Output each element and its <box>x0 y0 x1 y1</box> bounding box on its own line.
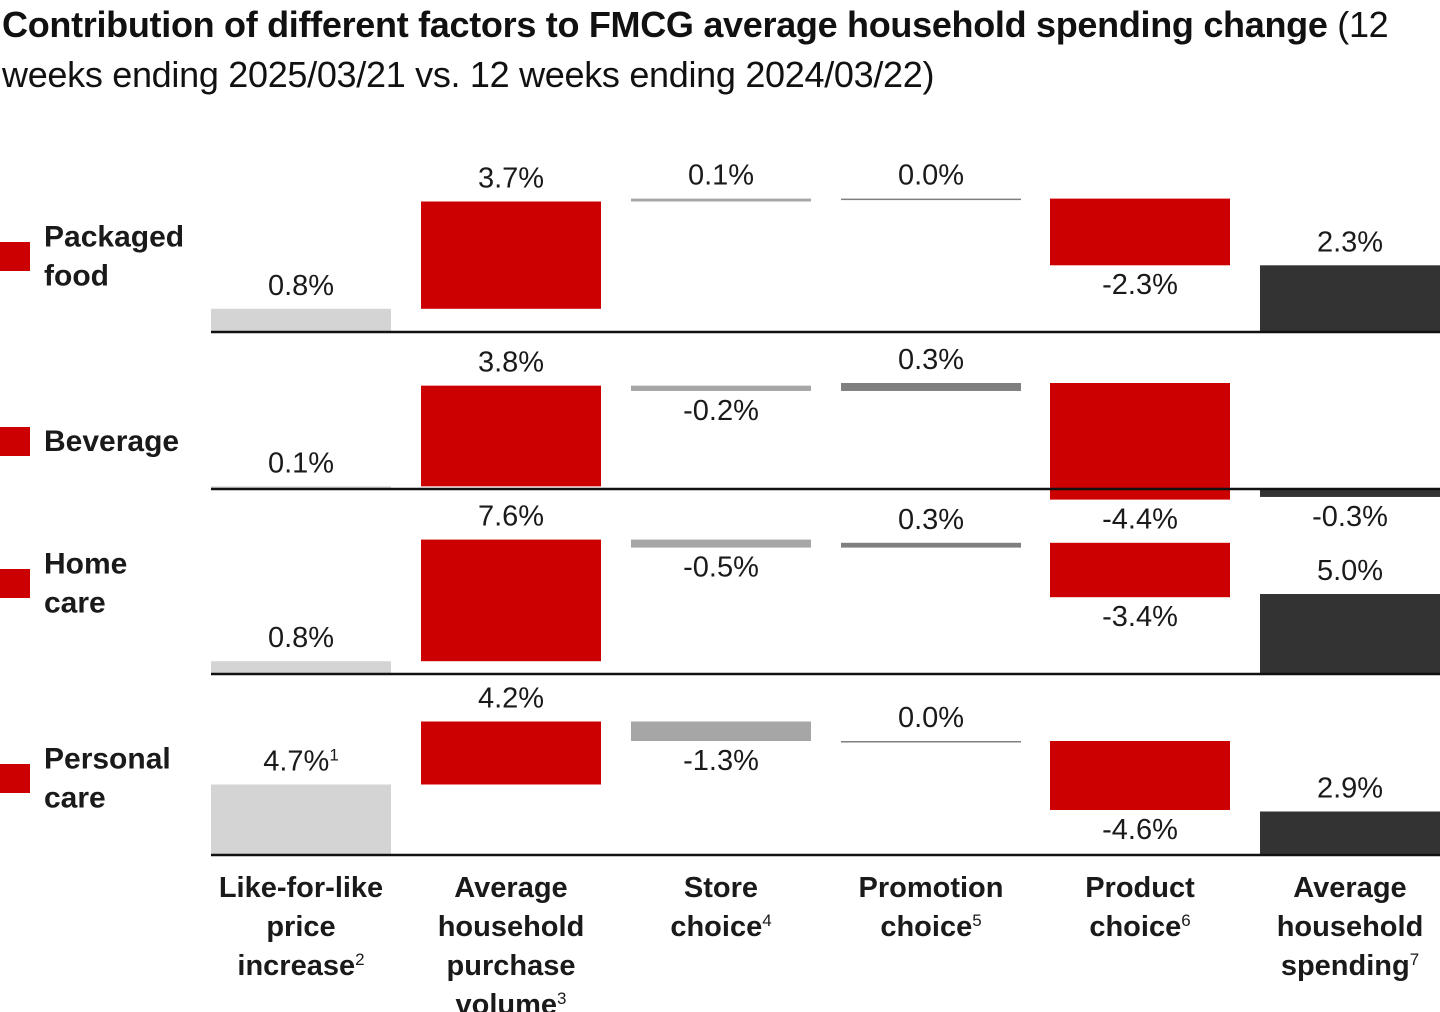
value-label-personal-care-product: -4.6% <box>1102 814 1178 846</box>
row-label-line: care <box>44 587 106 620</box>
bar-personal-care-promotion <box>841 741 1021 743</box>
value-label-packaged-food-store: 0.1% <box>688 160 754 192</box>
bar-home-care-volume <box>421 539 601 662</box>
column-label-promotion: Promotion choice5 <box>859 872 1004 943</box>
column-label-product: Product choice6 <box>1085 872 1195 943</box>
value-label-beverage-price: 0.1% <box>268 447 334 479</box>
row-label-personal-care: Personal care <box>44 743 171 815</box>
value-label-home-care-total: 5.0% <box>1317 555 1383 587</box>
value-label-personal-care-price: 4.7%1 <box>263 746 339 778</box>
column-label-line: price <box>266 911 335 943</box>
bar-beverage-total <box>1260 489 1440 497</box>
row-label-line: Beverage <box>44 425 179 458</box>
row-label-line: Personal <box>44 743 171 776</box>
bar-packaged-food-total <box>1260 265 1440 332</box>
value-label-personal-care-store: -1.3% <box>683 745 759 777</box>
bar-personal-care-total <box>1260 811 1440 855</box>
legend-swatch-home-care <box>0 569 30 598</box>
chart-title-main: Contribution of different factors to FMC… <box>2 4 1328 45</box>
column-footnote: 7 <box>1410 950 1419 969</box>
value-label-beverage-product: -4.4% <box>1102 503 1178 535</box>
column-label-line: choice <box>880 911 972 943</box>
chart-title: Contribution of different factors to FMC… <box>2 0 1438 100</box>
bar-beverage-store <box>631 385 811 391</box>
column-label-line: choice <box>1089 911 1181 943</box>
row-label-home-care: Home care <box>44 548 127 620</box>
column-label-line: Promotion <box>859 872 1004 904</box>
value-label-beverage-store: -0.2% <box>683 395 759 427</box>
value-label-beverage-promotion: 0.3% <box>898 344 964 376</box>
bar-beverage-price <box>211 486 391 489</box>
legend-swatch-personal-care <box>0 764 30 793</box>
bar-packaged-food-promotion <box>841 198 1021 201</box>
value-label-home-care-store: -0.5% <box>683 551 759 583</box>
column-label-store: Store choice4 <box>670 872 771 943</box>
column-label-line: volume <box>456 989 558 1012</box>
value-label-home-care-promotion: 0.3% <box>898 504 964 536</box>
value-label-home-care-price: 0.8% <box>268 622 334 654</box>
column-footnote: 5 <box>972 911 981 930</box>
value-label-home-care-volume: 7.6% <box>478 501 544 533</box>
bar-beverage-promotion <box>841 383 1021 391</box>
bar-packaged-food-volume <box>421 201 601 309</box>
row-label-line: Home <box>44 548 127 581</box>
value-label-packaged-food-promotion: 0.0% <box>898 160 964 192</box>
legend-swatch-packaged-food <box>0 242 30 271</box>
row-label-packaged-food: Packaged food <box>44 221 184 293</box>
value-label-packaged-food-price: 0.8% <box>268 270 334 302</box>
bar-packaged-food-store <box>631 198 811 202</box>
column-label-price: Like-for-like price increase2 <box>219 872 383 982</box>
value-label-home-care-product: -3.4% <box>1102 601 1178 633</box>
row-label-line: care <box>44 782 106 815</box>
column-label-line: purchase <box>447 950 576 982</box>
bar-beverage-product <box>1050 383 1230 500</box>
column-label-volume: Average household purchase volume3 <box>438 872 585 1012</box>
value-label-packaged-food-total: 2.3% <box>1317 226 1383 258</box>
bar-home-care-product <box>1050 542 1230 598</box>
value-label-packaged-food-volume: 3.7% <box>478 163 544 195</box>
bar-personal-care-store <box>631 721 811 741</box>
bar-personal-care-product <box>1050 741 1230 810</box>
bar-home-care-total <box>1260 594 1440 674</box>
bar-home-care-price <box>211 661 391 674</box>
bar-personal-care-price <box>211 784 391 855</box>
column-label-line: Store <box>684 872 758 904</box>
bar-packaged-food-price <box>211 308 391 332</box>
column-footnote: 6 <box>1181 911 1190 930</box>
column-label-line: Product <box>1085 872 1195 904</box>
column-footnote: 3 <box>557 989 566 1008</box>
column-label-line: household <box>438 911 585 943</box>
column-label-line: increase <box>237 950 355 982</box>
value-label-personal-care-promotion: 0.0% <box>898 702 964 734</box>
bar-beverage-volume <box>421 385 601 487</box>
legend-swatch-beverage <box>0 427 30 456</box>
column-label-total: Average household spending7 <box>1277 872 1424 982</box>
column-footnote: 2 <box>355 950 364 969</box>
value-label-personal-care-volume: 4.2% <box>478 683 544 715</box>
bar-home-care-store <box>631 539 811 548</box>
value-label-beverage-volume: 3.8% <box>478 347 544 379</box>
chart-title-period: (12 weeks ending 2025/03/21 vs. 12 weeks… <box>2 4 1389 95</box>
column-label-line: Average <box>1293 872 1406 904</box>
column-label-line: spending <box>1281 950 1410 982</box>
row-label-line: food <box>44 260 109 293</box>
value-label-personal-care-total: 2.9% <box>1317 773 1383 805</box>
column-footnote: 4 <box>762 911 771 930</box>
value-footnote: 1 <box>329 746 338 765</box>
bar-personal-care-volume <box>421 721 601 785</box>
row-label-line: Packaged <box>44 221 184 254</box>
value-label-beverage-total: -0.3% <box>1312 501 1388 533</box>
row-label-beverage: Beverage <box>44 425 179 458</box>
value-label-packaged-food-product: -2.3% <box>1102 269 1178 301</box>
column-label-line: choice <box>670 911 762 943</box>
column-label-line: household <box>1277 911 1424 943</box>
column-label-line: Like-for-like <box>219 872 383 904</box>
bar-packaged-food-product <box>1050 198 1230 266</box>
column-label-line: Average <box>454 872 567 904</box>
bar-home-care-promotion <box>841 542 1021 548</box>
